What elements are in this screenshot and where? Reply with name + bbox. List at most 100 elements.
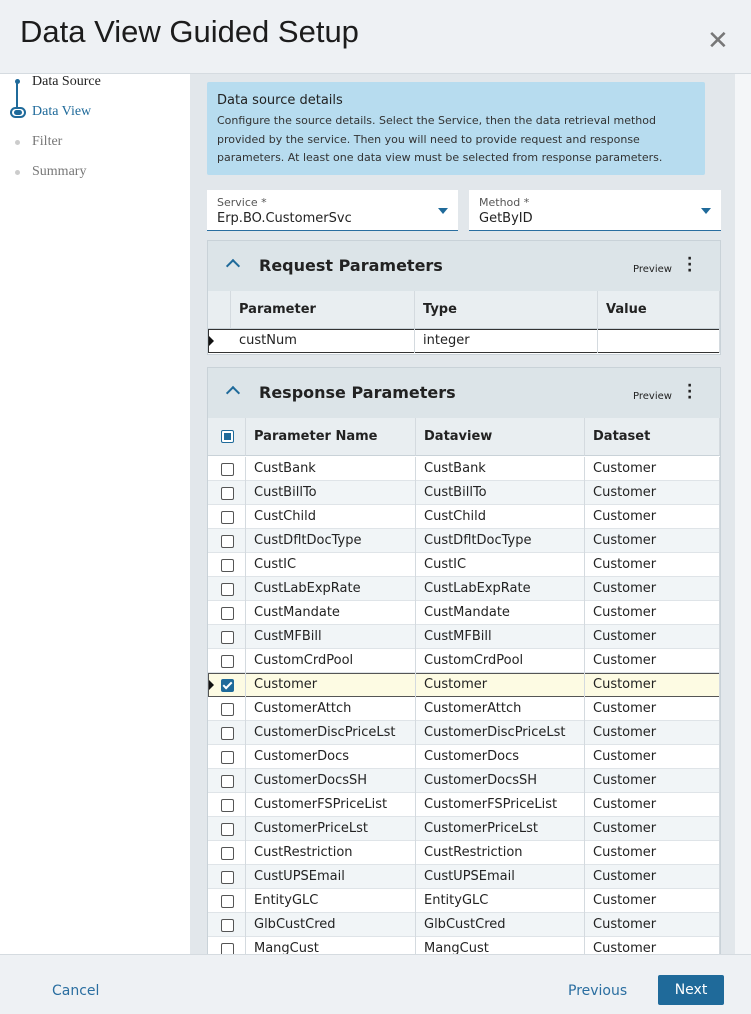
checkbox-cell: [208, 649, 246, 673]
cell: GlbCustCred: [246, 913, 416, 937]
cell: Customer: [585, 865, 720, 889]
cell: CustomerPriceLst: [416, 817, 585, 841]
method-select[interactable]: Method * GetByID: [469, 190, 721, 231]
more-menu[interactable]: · · ·: [687, 251, 693, 279]
checkbox-cell: [208, 481, 246, 505]
cell: CustomerFSPriceList: [416, 793, 585, 817]
column-header: Value: [598, 291, 720, 329]
cell: Customer: [585, 793, 720, 817]
cell: custNum: [231, 329, 415, 353]
row-checkbox[interactable]: [221, 559, 234, 572]
cell: CustBillTo: [416, 481, 585, 505]
row-checkbox[interactable]: [221, 919, 234, 932]
table-row: [208, 937, 720, 954]
row-checkbox[interactable]: [221, 871, 234, 884]
cell: Customer: [585, 745, 720, 769]
cell: CustUPSEmail: [246, 865, 416, 889]
row-checkbox[interactable]: [221, 631, 234, 644]
row-checkbox[interactable]: [221, 847, 234, 860]
checkbox-cell: [208, 697, 246, 721]
cell: CustomerDocs: [416, 745, 585, 769]
checkbox-cell: [208, 793, 246, 817]
row-checkbox[interactable]: [221, 463, 234, 476]
row-checkbox[interactable]: [221, 535, 234, 548]
cell: CustIC: [246, 553, 416, 577]
table-row: [208, 529, 720, 553]
cell: Customer: [585, 649, 720, 673]
select-all-checkbox[interactable]: [221, 430, 234, 443]
row-checkbox[interactable]: [221, 775, 234, 788]
cell: Customer: [585, 457, 720, 481]
column-header: Dataview: [416, 418, 585, 456]
checkbox-cell: [208, 673, 246, 697]
cell: CustomerPriceLst: [246, 817, 416, 841]
table-row: [208, 793, 720, 817]
cell: EntityGLC: [416, 889, 585, 913]
table-row: [208, 697, 720, 721]
cell: Customer: [585, 697, 720, 721]
table-row: [208, 673, 720, 697]
cell: MangCust: [416, 937, 585, 954]
step-label[interactable]: Data Source: [32, 74, 101, 89]
cell: CustChild: [416, 505, 585, 529]
cell: CustChild: [246, 505, 416, 529]
cell: Customer: [585, 601, 720, 625]
table-row: [208, 625, 720, 649]
step-label[interactable]: Data View: [32, 104, 92, 119]
panel-title: Request Parameters: [259, 256, 443, 275]
step-dot: [15, 170, 20, 175]
step-dot: [15, 140, 20, 145]
title: Data View Guided Setup: [20, 14, 359, 49]
panel-header: Request Parameters Preview · · ·: [208, 241, 720, 291]
checkbox-cell: [208, 601, 246, 625]
table-row: [208, 601, 720, 625]
cell: CustomerAttch: [416, 697, 585, 721]
collapse-icon[interactable]: [225, 258, 241, 274]
cell: GlbCustCred: [416, 913, 585, 937]
row-checkbox[interactable]: [221, 655, 234, 668]
header: Data View Guided Setup ✕: [0, 0, 751, 74]
row-indicator: [209, 336, 214, 346]
row-checkbox[interactable]: [221, 727, 234, 740]
info-text: Configure the source details. Select the…: [217, 114, 663, 164]
cell: CustBank: [246, 457, 416, 481]
collapse-icon[interactable]: [225, 385, 241, 401]
close-button[interactable]: ✕: [707, 26, 729, 56]
cell: CustIC: [416, 553, 585, 577]
row-checkbox[interactable]: [221, 583, 234, 596]
preview-link[interactable]: Preview: [633, 264, 672, 275]
next-button[interactable]: Next: [658, 975, 724, 1005]
row-checkbox[interactable]: [221, 823, 234, 836]
cell: CustomerDocsSH: [416, 769, 585, 793]
select-all-inner: [224, 433, 231, 440]
row-checkbox[interactable]: [221, 799, 234, 812]
cell: CustMandate: [416, 601, 585, 625]
cell: CustomerDocsSH: [246, 769, 416, 793]
row-checkbox[interactable]: [221, 679, 234, 692]
table-row: [208, 745, 720, 769]
row-checkbox[interactable]: [221, 487, 234, 500]
preview-link[interactable]: Preview: [633, 391, 672, 402]
cell: CustRestriction: [246, 841, 416, 865]
cancel-button[interactable]: Cancel: [52, 983, 100, 999]
current-step-icon-inner: [14, 110, 22, 115]
row-checkbox[interactable]: [221, 607, 234, 620]
service-select[interactable]: Service * Erp.BO.CustomerSvc: [207, 190, 458, 231]
row-checkbox[interactable]: [221, 751, 234, 764]
cell: CustUPSEmail: [416, 865, 585, 889]
previous-button[interactable]: Previous: [568, 983, 628, 999]
checkbox-cell: [208, 745, 246, 769]
more-menu[interactable]: · · ·: [687, 378, 693, 406]
row-checkbox[interactable]: [221, 943, 234, 954]
field-value: Erp.BO.CustomerSvc: [217, 211, 352, 226]
checkbox-cell: [208, 817, 246, 841]
row-checkbox[interactable]: [221, 895, 234, 908]
row-checkbox[interactable]: [221, 703, 234, 716]
row-checkbox[interactable]: [221, 511, 234, 524]
step-label[interactable]: Filter: [32, 134, 63, 149]
cell[interactable]: [598, 329, 720, 353]
step-label[interactable]: Summary: [32, 164, 87, 179]
cell: CustLabExpRate: [246, 577, 416, 601]
cell: CustDfltDocType: [246, 529, 416, 553]
